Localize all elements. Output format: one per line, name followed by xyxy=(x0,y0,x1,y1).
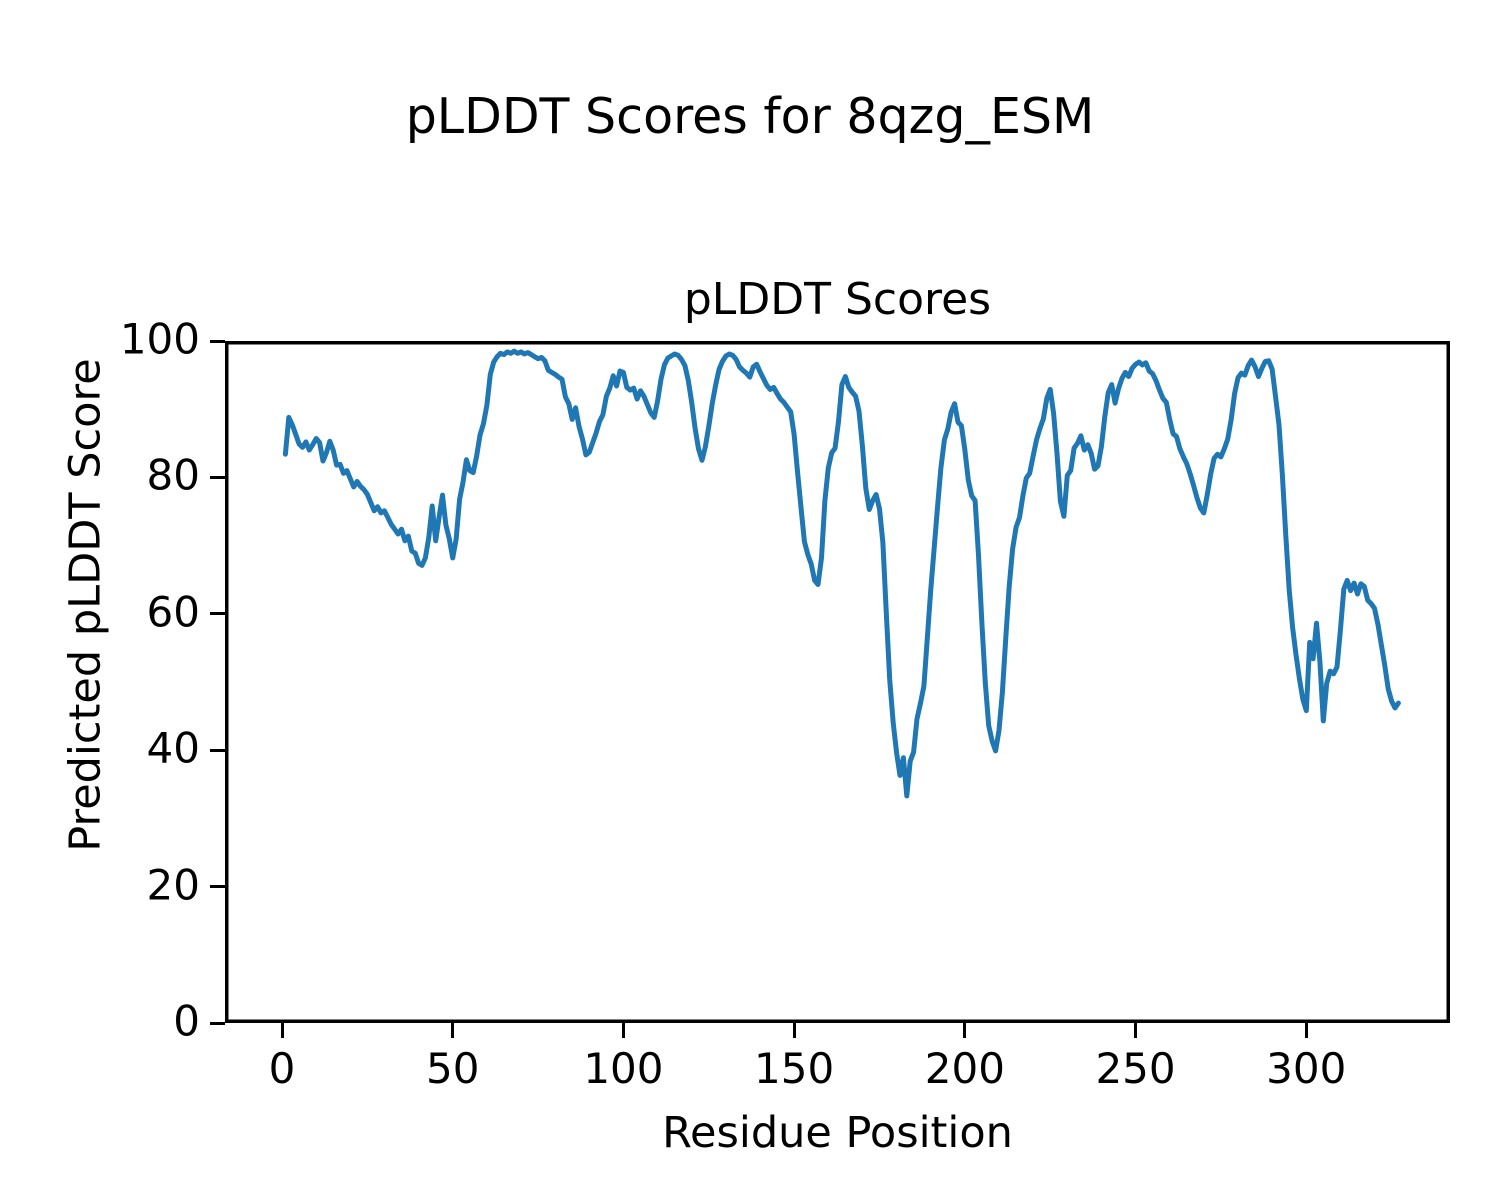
y-axis-label: Predicted pLDDT Score xyxy=(60,358,111,852)
y-tick-mark xyxy=(210,748,225,752)
y-tick-mark xyxy=(210,475,225,479)
x-tick-mark xyxy=(1304,1023,1308,1038)
y-tick-label: 100 xyxy=(119,314,200,364)
x-tick-label: 150 xyxy=(754,1044,835,1093)
x-tick-label: 0 xyxy=(268,1044,296,1093)
x-tick-label: 200 xyxy=(924,1044,1005,1093)
x-tick-mark xyxy=(1134,1023,1138,1038)
x-tick-mark xyxy=(280,1023,284,1038)
y-tick-label: 0 xyxy=(173,996,200,1046)
axes-spines xyxy=(225,341,1450,1023)
plddt-line-series xyxy=(282,348,1401,799)
x-tick-label: 300 xyxy=(1266,1044,1347,1093)
x-tick-mark xyxy=(963,1023,967,1038)
y-tick-label: 40 xyxy=(146,723,200,773)
x-tick-mark xyxy=(621,1023,625,1038)
plot-area xyxy=(225,341,1450,1023)
x-tick-label: 100 xyxy=(583,1044,664,1093)
plot-canvas xyxy=(225,341,1450,1023)
x-axis-label: Residue Position xyxy=(662,1108,1013,1158)
x-tick-mark xyxy=(792,1023,796,1038)
x-tick-mark xyxy=(451,1023,455,1038)
y-tick-label: 20 xyxy=(146,859,200,909)
y-tick-mark xyxy=(210,339,225,343)
x-tick-label: 250 xyxy=(1095,1044,1176,1093)
x-tick-label: 50 xyxy=(425,1044,480,1093)
y-tick-mark xyxy=(210,1021,225,1025)
y-tick-mark xyxy=(210,885,225,889)
y-tick-label: 60 xyxy=(146,587,200,637)
y-tick-mark xyxy=(210,612,225,616)
axes-title: pLDDT Scores xyxy=(683,274,992,325)
y-tick-label: 80 xyxy=(146,450,200,500)
figure-title: pLDDT Scores for 8qzg_ESM xyxy=(405,88,1095,145)
